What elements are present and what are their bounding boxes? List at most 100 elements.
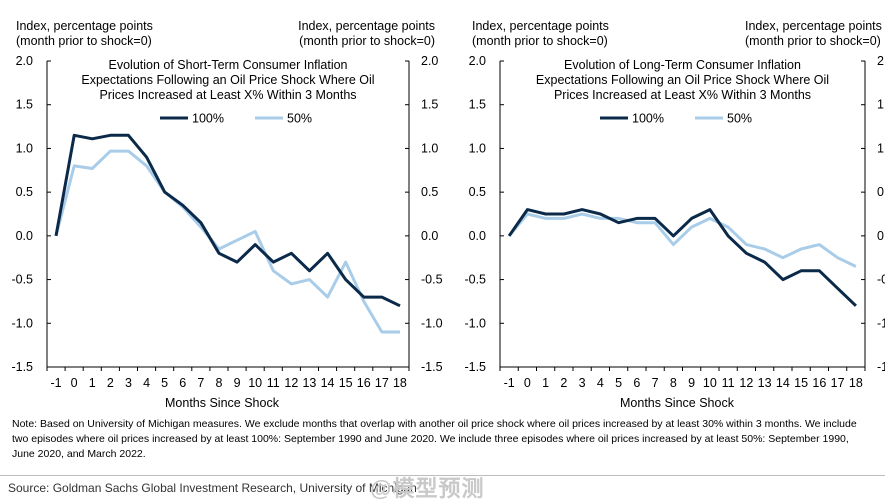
y-tick-label-right: -1.5 bbox=[421, 360, 443, 374]
left-chart-x-axis-label: Months Since Shock bbox=[165, 396, 279, 410]
chart-title-line: Prices Increased at Least X% Within 3 Mo… bbox=[99, 88, 357, 102]
x-tick-label: 14 bbox=[776, 376, 790, 390]
axis-title-line: Index, percentage points bbox=[472, 19, 609, 33]
y-tick-label-right: 2.0 bbox=[877, 54, 885, 68]
y-tick-label-left: 1.5 bbox=[469, 98, 486, 112]
x-tick-label: 11 bbox=[267, 376, 280, 390]
note-line: two episodes where oil prices increased … bbox=[12, 433, 849, 445]
axis-title-line: (month prior to shock=0) bbox=[16, 34, 152, 48]
x-tick-label: 13 bbox=[758, 376, 772, 390]
series-line-50pct bbox=[54, 149, 400, 334]
series-line-100pct bbox=[54, 133, 401, 308]
y-tick-label-left: 0.0 bbox=[469, 229, 486, 243]
x-tick-label: -1 bbox=[504, 376, 515, 390]
x-tick-label: 0 bbox=[524, 376, 531, 390]
x-tick-label: -1 bbox=[50, 376, 61, 390]
y-tick-label-right: -1.5 bbox=[877, 360, 885, 374]
x-tick-label: 17 bbox=[375, 376, 389, 390]
axis-title-line: Index, percentage points bbox=[745, 19, 882, 33]
left-chart-left-axis-title: Index, percentage points (month prior to… bbox=[16, 19, 153, 49]
y-tick-label-left: -1.5 bbox=[464, 360, 486, 374]
x-tick-label: 4 bbox=[143, 376, 150, 390]
x-tick-label: 14 bbox=[321, 376, 335, 390]
y-tick-label-right: 0.5 bbox=[877, 185, 885, 199]
divider bbox=[0, 475, 885, 476]
x-tick-label: 6 bbox=[633, 376, 640, 390]
x-tick-label: 17 bbox=[831, 376, 845, 390]
y-tick-label-left: 0.0 bbox=[16, 229, 33, 243]
x-tick-label: 5 bbox=[161, 376, 168, 390]
x-tick-label: 4 bbox=[597, 376, 604, 390]
axis-title-line: (month prior to shock=0) bbox=[745, 34, 881, 48]
axis-title-line: (month prior to shock=0) bbox=[299, 34, 435, 48]
axis-title-line: (month prior to shock=0) bbox=[472, 34, 608, 48]
watermark: @模型预测 bbox=[370, 476, 485, 501]
y-tick-label-right: 1.5 bbox=[877, 98, 885, 112]
y-tick-label-left: -1.0 bbox=[11, 316, 33, 330]
legend-label: 50% bbox=[727, 112, 752, 126]
x-tick-label: 8 bbox=[670, 376, 677, 390]
x-tick-label: 15 bbox=[794, 376, 808, 390]
legend-label: 50% bbox=[287, 112, 312, 126]
x-tick-label: 1 bbox=[89, 376, 96, 390]
y-tick-label-left: 2.0 bbox=[16, 54, 33, 68]
x-tick-label: 0 bbox=[71, 376, 78, 390]
right-chart-title: Evolution of Long-Term Consumer Inflatio… bbox=[500, 58, 865, 103]
x-tick-label: 16 bbox=[812, 376, 826, 390]
x-tick-label: 1 bbox=[542, 376, 549, 390]
y-tick-label-right: 0.0 bbox=[877, 229, 885, 243]
y-tick-label-right: -0.5 bbox=[421, 273, 443, 287]
chart-title-line: Expectations Following an Oil Price Shoc… bbox=[81, 73, 375, 87]
legend-label: 100% bbox=[192, 112, 224, 126]
x-tick-label: 3 bbox=[579, 376, 586, 390]
x-tick-label: 5 bbox=[615, 376, 622, 390]
y-tick-label-left: 1.0 bbox=[469, 141, 486, 155]
y-tick-label-right: 0.0 bbox=[421, 229, 438, 243]
y-tick-label-left: 2.0 bbox=[469, 54, 486, 68]
x-tick-label: 12 bbox=[284, 376, 298, 390]
x-tick-label: 8 bbox=[215, 376, 222, 390]
x-tick-label: 13 bbox=[302, 376, 316, 390]
chart-title-line: Evolution of Short-Term Consumer Inflati… bbox=[108, 58, 348, 72]
x-tick-label: 3 bbox=[125, 376, 132, 390]
x-tick-label: 10 bbox=[703, 376, 717, 390]
y-tick-label-left: -0.5 bbox=[11, 273, 33, 287]
right-chart-right-axis-title: Index, percentage points (month prior to… bbox=[745, 19, 882, 49]
x-tick-label: 11 bbox=[722, 376, 735, 390]
y-tick-label-left: -1.5 bbox=[11, 360, 33, 374]
x-tick-label: 16 bbox=[357, 376, 371, 390]
right-chart-svg: 2.0 2.0 1.5 1.5 1.0 1.0 0.5 0.5 0.0 0.0 -0.5 -0.5 -1… bbox=[464, 54, 885, 390]
note: Note: Based on University of Michigan me… bbox=[12, 417, 885, 462]
y-tick-label-right: 2.0 bbox=[421, 54, 438, 68]
series-line-100pct bbox=[507, 208, 857, 307]
source: Source: Goldman Sachs Global Investment … bbox=[8, 481, 417, 495]
x-tick-label: 18 bbox=[393, 376, 407, 390]
right-chart-left-axis-title: Index, percentage points (month prior to… bbox=[472, 19, 609, 49]
y-tick-label-left: -1.0 bbox=[464, 316, 486, 330]
y-tick-label-right: -1.0 bbox=[877, 316, 885, 330]
x-tick-label: 7 bbox=[652, 376, 659, 390]
x-tick-label: 12 bbox=[739, 376, 753, 390]
y-tick-label-left: 1.0 bbox=[16, 141, 33, 155]
axis-title-line: Index, percentage points bbox=[298, 19, 435, 33]
y-tick-label-left: 0.5 bbox=[469, 185, 486, 199]
left-chart-svg: 2.0 2.0 1.5 1.5 1.0 1.0 0.5 0.5 0.0 0.0 -0.5 -0.5 -1… bbox=[11, 54, 443, 390]
left-chart-title: Evolution of Short-Term Consumer Inflati… bbox=[47, 58, 409, 103]
note-line: June 2020, and March 2022. bbox=[12, 448, 146, 460]
left-chart-right-axis-title: Index, percentage points (month prior to… bbox=[298, 19, 435, 49]
series-line-50pct bbox=[507, 212, 857, 268]
y-tick-label-right: 1.0 bbox=[421, 141, 438, 155]
y-tick-label-right: -1.0 bbox=[421, 316, 443, 330]
x-tick-label: 2 bbox=[107, 376, 114, 390]
x-tick-label: 9 bbox=[688, 376, 695, 390]
y-tick-label-left: -0.5 bbox=[464, 273, 486, 287]
x-tick-label: 15 bbox=[339, 376, 353, 390]
x-tick-label: 9 bbox=[234, 376, 241, 390]
y-tick-label-right: 1.0 bbox=[877, 141, 885, 155]
x-tick-label: 10 bbox=[248, 376, 262, 390]
y-tick-label-right: 0.5 bbox=[421, 185, 438, 199]
axis-title-line: Index, percentage points bbox=[16, 19, 153, 33]
y-tick-label-right: 1.5 bbox=[421, 98, 438, 112]
y-tick-label-left: 0.5 bbox=[16, 185, 33, 199]
x-tick-label: 6 bbox=[179, 376, 186, 390]
